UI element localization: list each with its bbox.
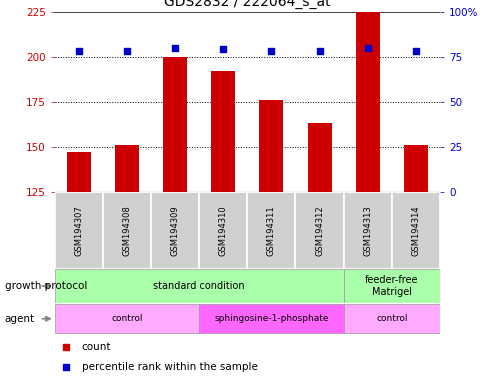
Text: control: control xyxy=(375,314,407,323)
Bar xyxy=(355,10,379,192)
Text: GSM194307: GSM194307 xyxy=(74,205,83,256)
Bar xyxy=(211,71,235,192)
Point xyxy=(75,48,83,54)
Point xyxy=(62,364,70,370)
Bar xyxy=(403,145,427,192)
Text: feeder-free
Matrigel: feeder-free Matrigel xyxy=(364,275,418,297)
FancyBboxPatch shape xyxy=(295,192,343,269)
Bar xyxy=(115,145,139,192)
Point xyxy=(315,48,323,54)
Text: GSM194313: GSM194313 xyxy=(363,205,371,256)
FancyBboxPatch shape xyxy=(343,304,439,333)
Text: GSM194308: GSM194308 xyxy=(122,205,131,256)
Text: GSM194309: GSM194309 xyxy=(170,205,179,256)
Text: standard condition: standard condition xyxy=(153,281,244,291)
FancyBboxPatch shape xyxy=(55,304,199,333)
Text: count: count xyxy=(82,342,111,352)
Bar xyxy=(67,152,91,192)
Bar xyxy=(163,56,187,192)
Text: GSM194314: GSM194314 xyxy=(410,205,420,256)
FancyBboxPatch shape xyxy=(55,192,103,269)
FancyBboxPatch shape xyxy=(391,192,439,269)
Point xyxy=(219,46,227,53)
FancyBboxPatch shape xyxy=(151,192,199,269)
FancyBboxPatch shape xyxy=(343,270,439,303)
Text: agent: agent xyxy=(5,314,35,324)
FancyBboxPatch shape xyxy=(103,192,151,269)
Point xyxy=(123,48,131,54)
Point xyxy=(267,48,275,54)
Point xyxy=(171,45,179,51)
Text: GSM194312: GSM194312 xyxy=(315,205,323,256)
Title: GDS2832 / 222064_s_at: GDS2832 / 222064_s_at xyxy=(164,0,330,9)
Text: growth protocol: growth protocol xyxy=(5,281,87,291)
Point xyxy=(363,45,371,51)
Text: control: control xyxy=(111,314,142,323)
FancyBboxPatch shape xyxy=(247,192,295,269)
FancyBboxPatch shape xyxy=(199,304,343,333)
Point xyxy=(411,48,419,54)
FancyBboxPatch shape xyxy=(343,192,391,269)
Text: sphingosine-1-phosphate: sphingosine-1-phosphate xyxy=(214,314,328,323)
FancyBboxPatch shape xyxy=(199,192,247,269)
Text: GSM194311: GSM194311 xyxy=(266,205,275,256)
Bar xyxy=(307,123,331,192)
Text: GSM194310: GSM194310 xyxy=(218,205,227,256)
Bar xyxy=(259,100,283,192)
FancyBboxPatch shape xyxy=(55,270,343,303)
Text: percentile rank within the sample: percentile rank within the sample xyxy=(82,362,257,372)
Point xyxy=(62,344,70,350)
